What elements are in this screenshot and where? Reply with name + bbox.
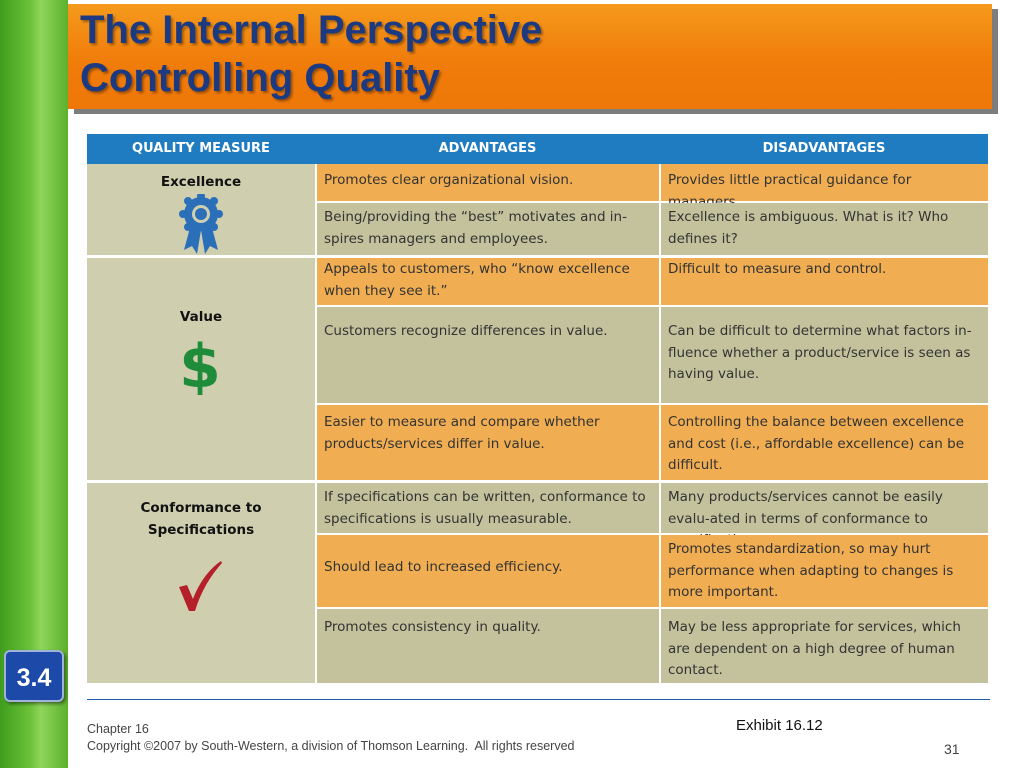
- svg-text:$: $: [179, 332, 221, 395]
- advantage-excellence-1: Promotes clear organizational vision.: [317, 164, 659, 201]
- quality-measures-table: QUALITY MEASURE ADVANTAGES DISADVANTAGES…: [87, 134, 988, 683]
- measure-cell-conformance: Conformance to Specifications: [87, 483, 315, 683]
- exhibit-label: Exhibit 16.12: [736, 717, 823, 734]
- measure-label-value: Value: [179, 309, 223, 325]
- checkmark-icon: [179, 561, 222, 611]
- award-ribbon-icon: [179, 194, 223, 254]
- page-number: 31: [944, 741, 960, 757]
- slide-title-line-1: The Internal Perspective: [80, 8, 543, 52]
- header-disadvantages: DISADVANTAGES: [660, 134, 988, 164]
- footer-divider: [87, 699, 990, 700]
- advantage-value-1: Appeals to customers, who “know excellen…: [317, 258, 659, 305]
- disadvantage-excellence-1: Provides little practical guidance for m…: [661, 164, 988, 210]
- measure-label-conformance-text: Conformance to Specifications: [140, 500, 262, 538]
- header-quality-measure: QUALITY MEASURE: [87, 134, 315, 164]
- measure-cell-excellence: Excellence: [87, 164, 315, 255]
- disadvantage-excellence-2: Excellence is ambiguous. What is it? Who…: [661, 203, 988, 255]
- advantage-value-2: Customers recognize differences in value…: [317, 307, 659, 403]
- disadvantage-conformance-3: May be less appropriate for services, wh…: [661, 609, 988, 683]
- measure-cell-value: Value $: [87, 258, 315, 480]
- advantage-conformance-1: If specifications can be written, confor…: [317, 483, 659, 533]
- advantage-excellence-2: Being/providing the “best” motivates and…: [317, 203, 659, 255]
- header-advantages: ADVANTAGES: [315, 134, 660, 164]
- advantage-value-3: Easier to measure and compare whether pr…: [317, 405, 659, 480]
- measure-label-conformance: Conformance to Specifications: [87, 497, 315, 541]
- measure-label-excellence: Excellence: [160, 174, 242, 190]
- left-accent-bar: [0, 0, 68, 768]
- disadvantage-value-2: Can be difficult to determine what facto…: [661, 307, 988, 403]
- disadvantage-value-3: Controlling the balance between excellen…: [661, 405, 988, 480]
- slide-title: The Internal Perspective Controlling Qua…: [80, 6, 542, 102]
- advantage-conformance-2: Should lead to increased efficiency.: [317, 535, 659, 607]
- disadvantage-conformance-2: Promotes standardization, so may hurt pe…: [661, 535, 988, 607]
- title-bar: [68, 4, 992, 109]
- advantage-conformance-3: Promotes consistency in quality.: [317, 609, 659, 683]
- dollar-sign-icon: $: [179, 332, 221, 395]
- section-badge: 3.4: [4, 650, 64, 702]
- disadvantage-value-1: Difficult to measure and control.: [661, 258, 988, 305]
- copyright-notice: Copyright ©2007 by South-Western, a divi…: [87, 739, 575, 753]
- slide-title-line-2: Controlling Quality: [80, 56, 440, 100]
- chapter-label: Chapter 16: [87, 722, 149, 736]
- disadvantage-conformance-1: Many products/services cannot be easily …: [661, 483, 988, 548]
